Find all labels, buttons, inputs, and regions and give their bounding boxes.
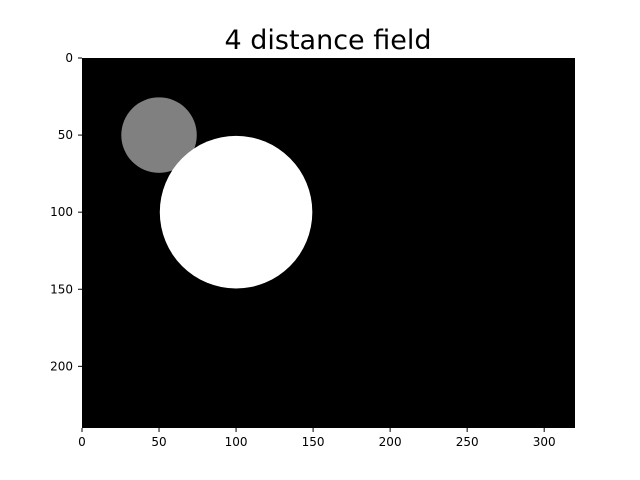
x-tick-label: 50: [151, 435, 166, 449]
x-tick-label: 100: [225, 435, 248, 449]
large-circle: [159, 135, 313, 289]
x-axis: 0 50 100 150 200 250 300: [78, 428, 556, 449]
y-tick-label: 50: [58, 128, 73, 142]
y-tick-label: 100: [50, 205, 73, 219]
plot-area: [82, 58, 575, 428]
x-tick-label: 200: [379, 435, 402, 449]
small-circle: [121, 97, 197, 173]
x-tick-label: 250: [456, 435, 479, 449]
y-tick-label: 0: [65, 51, 73, 65]
chart-title: 4 distance field: [224, 25, 431, 56]
x-tick-label: 150: [302, 435, 325, 449]
x-tick-label: 300: [533, 435, 556, 449]
x-tick-label: 0: [78, 435, 86, 449]
y-axis: 0 50 100 150 200: [50, 51, 82, 373]
y-tick-label: 150: [50, 282, 73, 296]
y-tick-label: 200: [50, 359, 73, 373]
